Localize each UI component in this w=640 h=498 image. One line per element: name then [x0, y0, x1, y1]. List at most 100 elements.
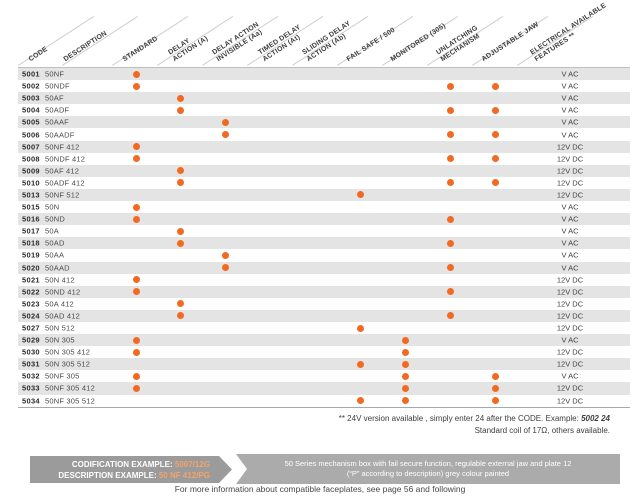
- table-row: 5016 50ND V AC: [18, 213, 630, 226]
- table-row: 5021 50N 412 12V DC: [18, 274, 630, 286]
- unlatching-dot-marker: [446, 82, 454, 90]
- adjustable_jaw-dot-marker: [491, 384, 499, 392]
- electrical-features-cell: 12V DC: [556, 166, 584, 176]
- table-row: 5018 50AD V AC: [18, 237, 630, 250]
- code-cell: 5022: [22, 287, 40, 297]
- description-cell: 50A: [45, 226, 59, 236]
- electrical-features-cell: 12V DC: [556, 311, 584, 321]
- adjustable_jaw-dot-marker: [491, 106, 499, 114]
- column-header-timed_at: TIMED DELAY ACTION (At): [257, 23, 303, 64]
- electrical-features-cell: V AC: [561, 117, 579, 127]
- description-cell: 50AD: [45, 238, 65, 248]
- standard-dot-marker: [132, 384, 140, 392]
- delay_a-dot-marker: [176, 227, 184, 235]
- monitored-dot-marker: [401, 360, 409, 368]
- table-row: 5031 50N 305 512 12V DC: [18, 358, 630, 371]
- electrical-features-cell: V AC: [561, 263, 579, 273]
- electrical-features-cell: 12V DC: [556, 396, 584, 406]
- fail_safe-dot-marker: [356, 360, 364, 368]
- fail_safe-dot-marker: [356, 324, 364, 332]
- description-cell: 50N 305 412: [45, 347, 91, 357]
- series-description-banner: 50 Series mechanism box with fail secure…: [236, 454, 620, 484]
- code-cell: 5015: [22, 202, 40, 212]
- description-cell: 50NDF 412: [45, 154, 86, 164]
- fail_safe-dot-marker: [356, 191, 364, 199]
- description-cell: 50AA: [45, 250, 65, 260]
- code-cell: 5010: [22, 178, 40, 188]
- table-row: 5002 50NDF V AC: [18, 80, 630, 92]
- table-row: 5024 50AD 412 12V DC: [18, 309, 630, 322]
- table-row: 5001 50NF V AC: [18, 68, 630, 81]
- description-cell: 50NF: [45, 69, 65, 79]
- description-cell: 50AAD: [45, 263, 70, 273]
- unlatching-dot-marker: [446, 215, 454, 223]
- table-row: 5019 50AA V AC: [18, 249, 630, 261]
- code-cell: 5021: [22, 275, 40, 285]
- column-header-features: ELECTRICAL AVAILABLE FEATURES **: [529, 2, 608, 64]
- table-row: 5033 50NF 305 412 12V DC: [18, 382, 630, 395]
- invisible_aa-dot-marker: [221, 118, 229, 126]
- monitored-dot-marker: [401, 397, 409, 405]
- table-row: 5027 50N 512 12V DC: [18, 322, 630, 334]
- table-row: 5015 50N V AC: [18, 201, 630, 213]
- monitored-dot-marker: [401, 384, 409, 392]
- description-cell: 50ADF 412: [45, 178, 85, 188]
- monitored-dot-marker: [401, 372, 409, 380]
- table-row: 5034 50NF 305 512 12V DC: [18, 395, 630, 407]
- electrical-features-cell: 12V DC: [556, 142, 584, 152]
- table-row: 5022 50ND 412 12V DC: [18, 285, 630, 298]
- fail_safe-dot-marker: [356, 397, 364, 405]
- description-cell: 50AF 412: [45, 166, 80, 176]
- electrical-features-cell: V AC: [561, 202, 579, 212]
- invisible_aa-dot-marker: [221, 251, 229, 259]
- code-cell: 5020: [22, 263, 40, 273]
- table-row: 5013 50NF 512 12V DC: [18, 188, 630, 202]
- delay_a-dot-marker: [176, 312, 184, 320]
- adjustable_jaw-dot-marker: [491, 155, 499, 163]
- table-row: 5009 50AF 412 12V DC: [18, 164, 630, 177]
- adjustable_jaw-dot-marker: [491, 372, 499, 380]
- table-top-border: [18, 67, 630, 68]
- delay_a-dot-marker: [176, 179, 184, 187]
- electrical-features-cell: V AC: [561, 93, 579, 103]
- footnotes: ** 24V version available , simply enter …: [339, 413, 610, 436]
- electrical-features-cell: 12V DC: [556, 178, 584, 188]
- codification-example-line: CODIFICATION EXAMPLE: 5007/12G: [71, 459, 210, 469]
- table-row: 5010 50ADF 412 12V DC: [18, 177, 630, 189]
- electrical-features-cell: V AC: [561, 130, 579, 140]
- table-row: 5020 50AAD V AC: [18, 261, 630, 274]
- code-cell: 5005: [22, 117, 40, 127]
- standard-dot-marker: [132, 82, 140, 90]
- code-cell: 5024: [22, 311, 40, 321]
- delay_a-dot-marker: [176, 94, 184, 102]
- unlatching-dot-marker: [446, 264, 454, 272]
- adjustable_jaw-dot-marker: [491, 82, 499, 90]
- standard-dot-marker: [132, 143, 140, 151]
- standard-dot-marker: [132, 348, 140, 356]
- delay_a-dot-marker: [176, 106, 184, 114]
- code-cell: 5033: [22, 383, 40, 393]
- electrical-features-cell: V AC: [561, 81, 579, 91]
- code-cell: 5031: [22, 359, 40, 369]
- code-cell: 5032: [22, 371, 40, 381]
- unlatching-dot-marker: [446, 239, 454, 247]
- electrical-features-cell: V AC: [561, 371, 579, 381]
- unlatching-dot-marker: [446, 312, 454, 320]
- code-cell: 5034: [22, 396, 40, 406]
- unlatching-dot-marker: [446, 155, 454, 163]
- code-cell: 5030: [22, 347, 40, 357]
- unlatching-dot-marker: [446, 106, 454, 114]
- electrical-features-cell: 12V DC: [556, 287, 584, 297]
- description-cell: 50NF 512: [45, 190, 80, 200]
- code-cell: 5006: [22, 130, 40, 140]
- code-cell: 5004: [22, 105, 40, 115]
- table-row: 5007 50NF 412 12V DC: [18, 140, 630, 153]
- unlatching-dot-marker: [446, 179, 454, 187]
- description-cell: 50AADF: [45, 130, 75, 140]
- electrical-features-cell: V AC: [561, 226, 579, 236]
- code-cell: 5023: [22, 299, 40, 309]
- standard-dot-marker: [132, 288, 140, 296]
- monitored-dot-marker: [401, 348, 409, 356]
- electrical-features-cell: 12V DC: [556, 323, 584, 333]
